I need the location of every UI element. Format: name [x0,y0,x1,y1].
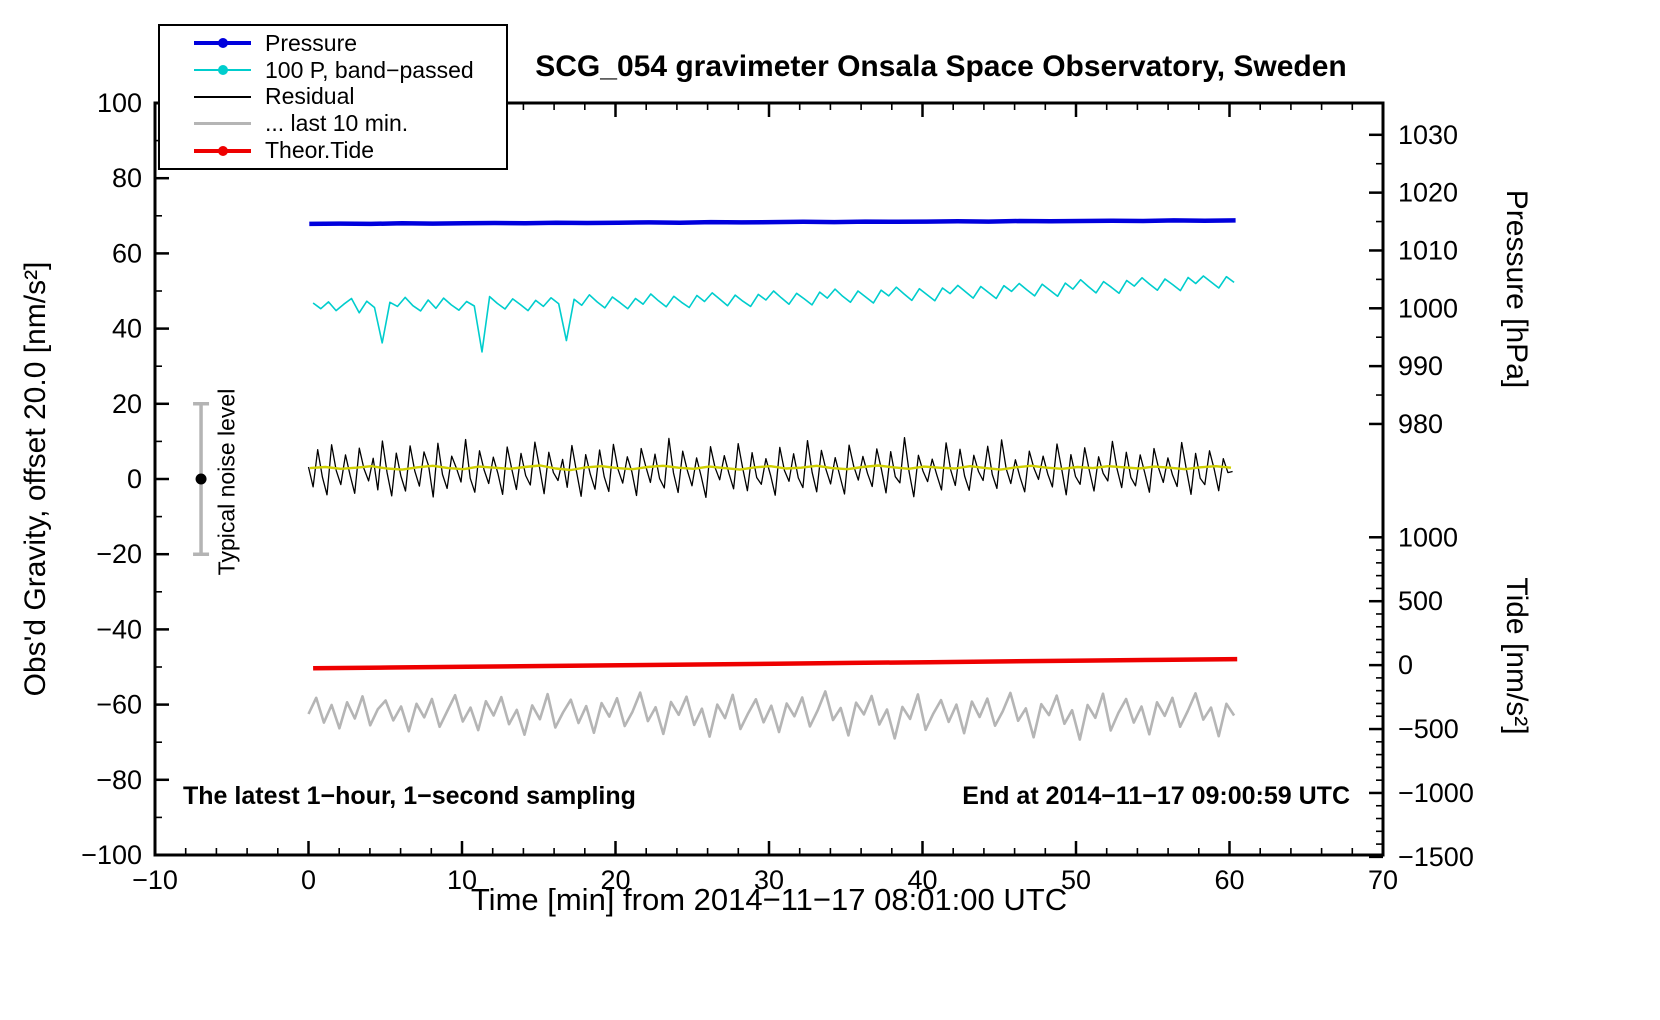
tide-axis-label: Tide [nm/s²] [1500,577,1533,735]
svg-text:−1500: −1500 [1398,842,1474,872]
legend-line-sample-band-passed [194,65,251,76]
svg-text:1000: 1000 [1398,293,1458,323]
svg-text:−100: −100 [81,840,142,870]
legend-entry-pressure: Pressure [194,29,506,56]
end-time-note: End at 2014−11−17 09:00:59 UTC [962,782,1350,810]
svg-text:−1000: −1000 [1398,778,1474,808]
legend-entry-last-10-min: ... last 10 min. [194,110,506,137]
svg-text:0: 0 [1398,650,1413,680]
legend-label: Residual [265,83,355,110]
legend-label: Theor.Tide [265,137,375,164]
legend-label: Pressure [265,29,358,56]
svg-text:10: 10 [447,865,477,895]
gravity-axis-label: Obs'd Gravity, offset 20.0 [nm/s²] [19,261,52,697]
legend-marker-dot [217,38,228,49]
svg-text:1000: 1000 [1398,522,1458,552]
legend-entry-residual: Residual [194,83,506,110]
legend-line-sample-pressure [194,38,251,49]
pressure-axis-label: Pressure [hPa] [1500,189,1533,389]
legend-line [194,122,251,126]
svg-text:20: 20 [112,389,142,419]
svg-text:70: 70 [1368,865,1398,895]
legend-label: 100 P, band−passed [265,56,474,83]
svg-text:1030: 1030 [1398,120,1458,150]
svg-text:1020: 1020 [1398,178,1458,208]
svg-text:980: 980 [1398,409,1443,439]
svg-text:990: 990 [1398,351,1443,381]
svg-text:30: 30 [754,865,784,895]
svg-text:−40: −40 [96,614,142,644]
svg-text:−500: −500 [1398,714,1459,744]
svg-text:20: 20 [600,865,630,895]
legend-marker-dot [217,65,228,76]
legend-line-sample-theor-tide [194,145,251,156]
svg-text:−60: −60 [96,690,142,720]
svg-text:500: 500 [1398,586,1443,616]
legend-line-sample-last-10-min [194,122,251,126]
svg-text:−10: −10 [132,865,178,895]
svg-text:−80: −80 [96,765,142,795]
svg-text:−20: −20 [96,539,142,569]
legend: Pressure 100 P, band−passed Residual ...… [158,24,508,170]
legend-marker-dot [217,145,228,156]
svg-text:60: 60 [112,238,142,268]
legend-label: ... last 10 min. [265,110,409,137]
legend-line [194,95,251,98]
svg-text:80: 80 [112,163,142,193]
typical-noise-level-label: Typical noise level [213,388,240,576]
chart-title: SCG_054 gravimeter Onsala Space Observat… [535,50,1347,83]
time-axis-label: Time [min] from 2014−11−17 08:01:00 UTC [470,882,1068,917]
svg-text:0: 0 [301,865,316,895]
svg-text:40: 40 [112,314,142,344]
svg-text:100: 100 [97,88,142,118]
svg-text:1010: 1010 [1398,235,1458,265]
sampling-note: The latest 1−hour, 1−second sampling [183,782,636,810]
legend-line-sample-residual [194,95,251,98]
legend-entry-band-passed: 100 P, band−passed [194,56,506,83]
svg-text:60: 60 [1214,865,1244,895]
svg-text:0: 0 [127,464,142,494]
legend-entry-theor-tide: Theor.Tide [194,137,506,164]
svg-text:40: 40 [907,865,937,895]
svg-text:50: 50 [1061,865,1091,895]
